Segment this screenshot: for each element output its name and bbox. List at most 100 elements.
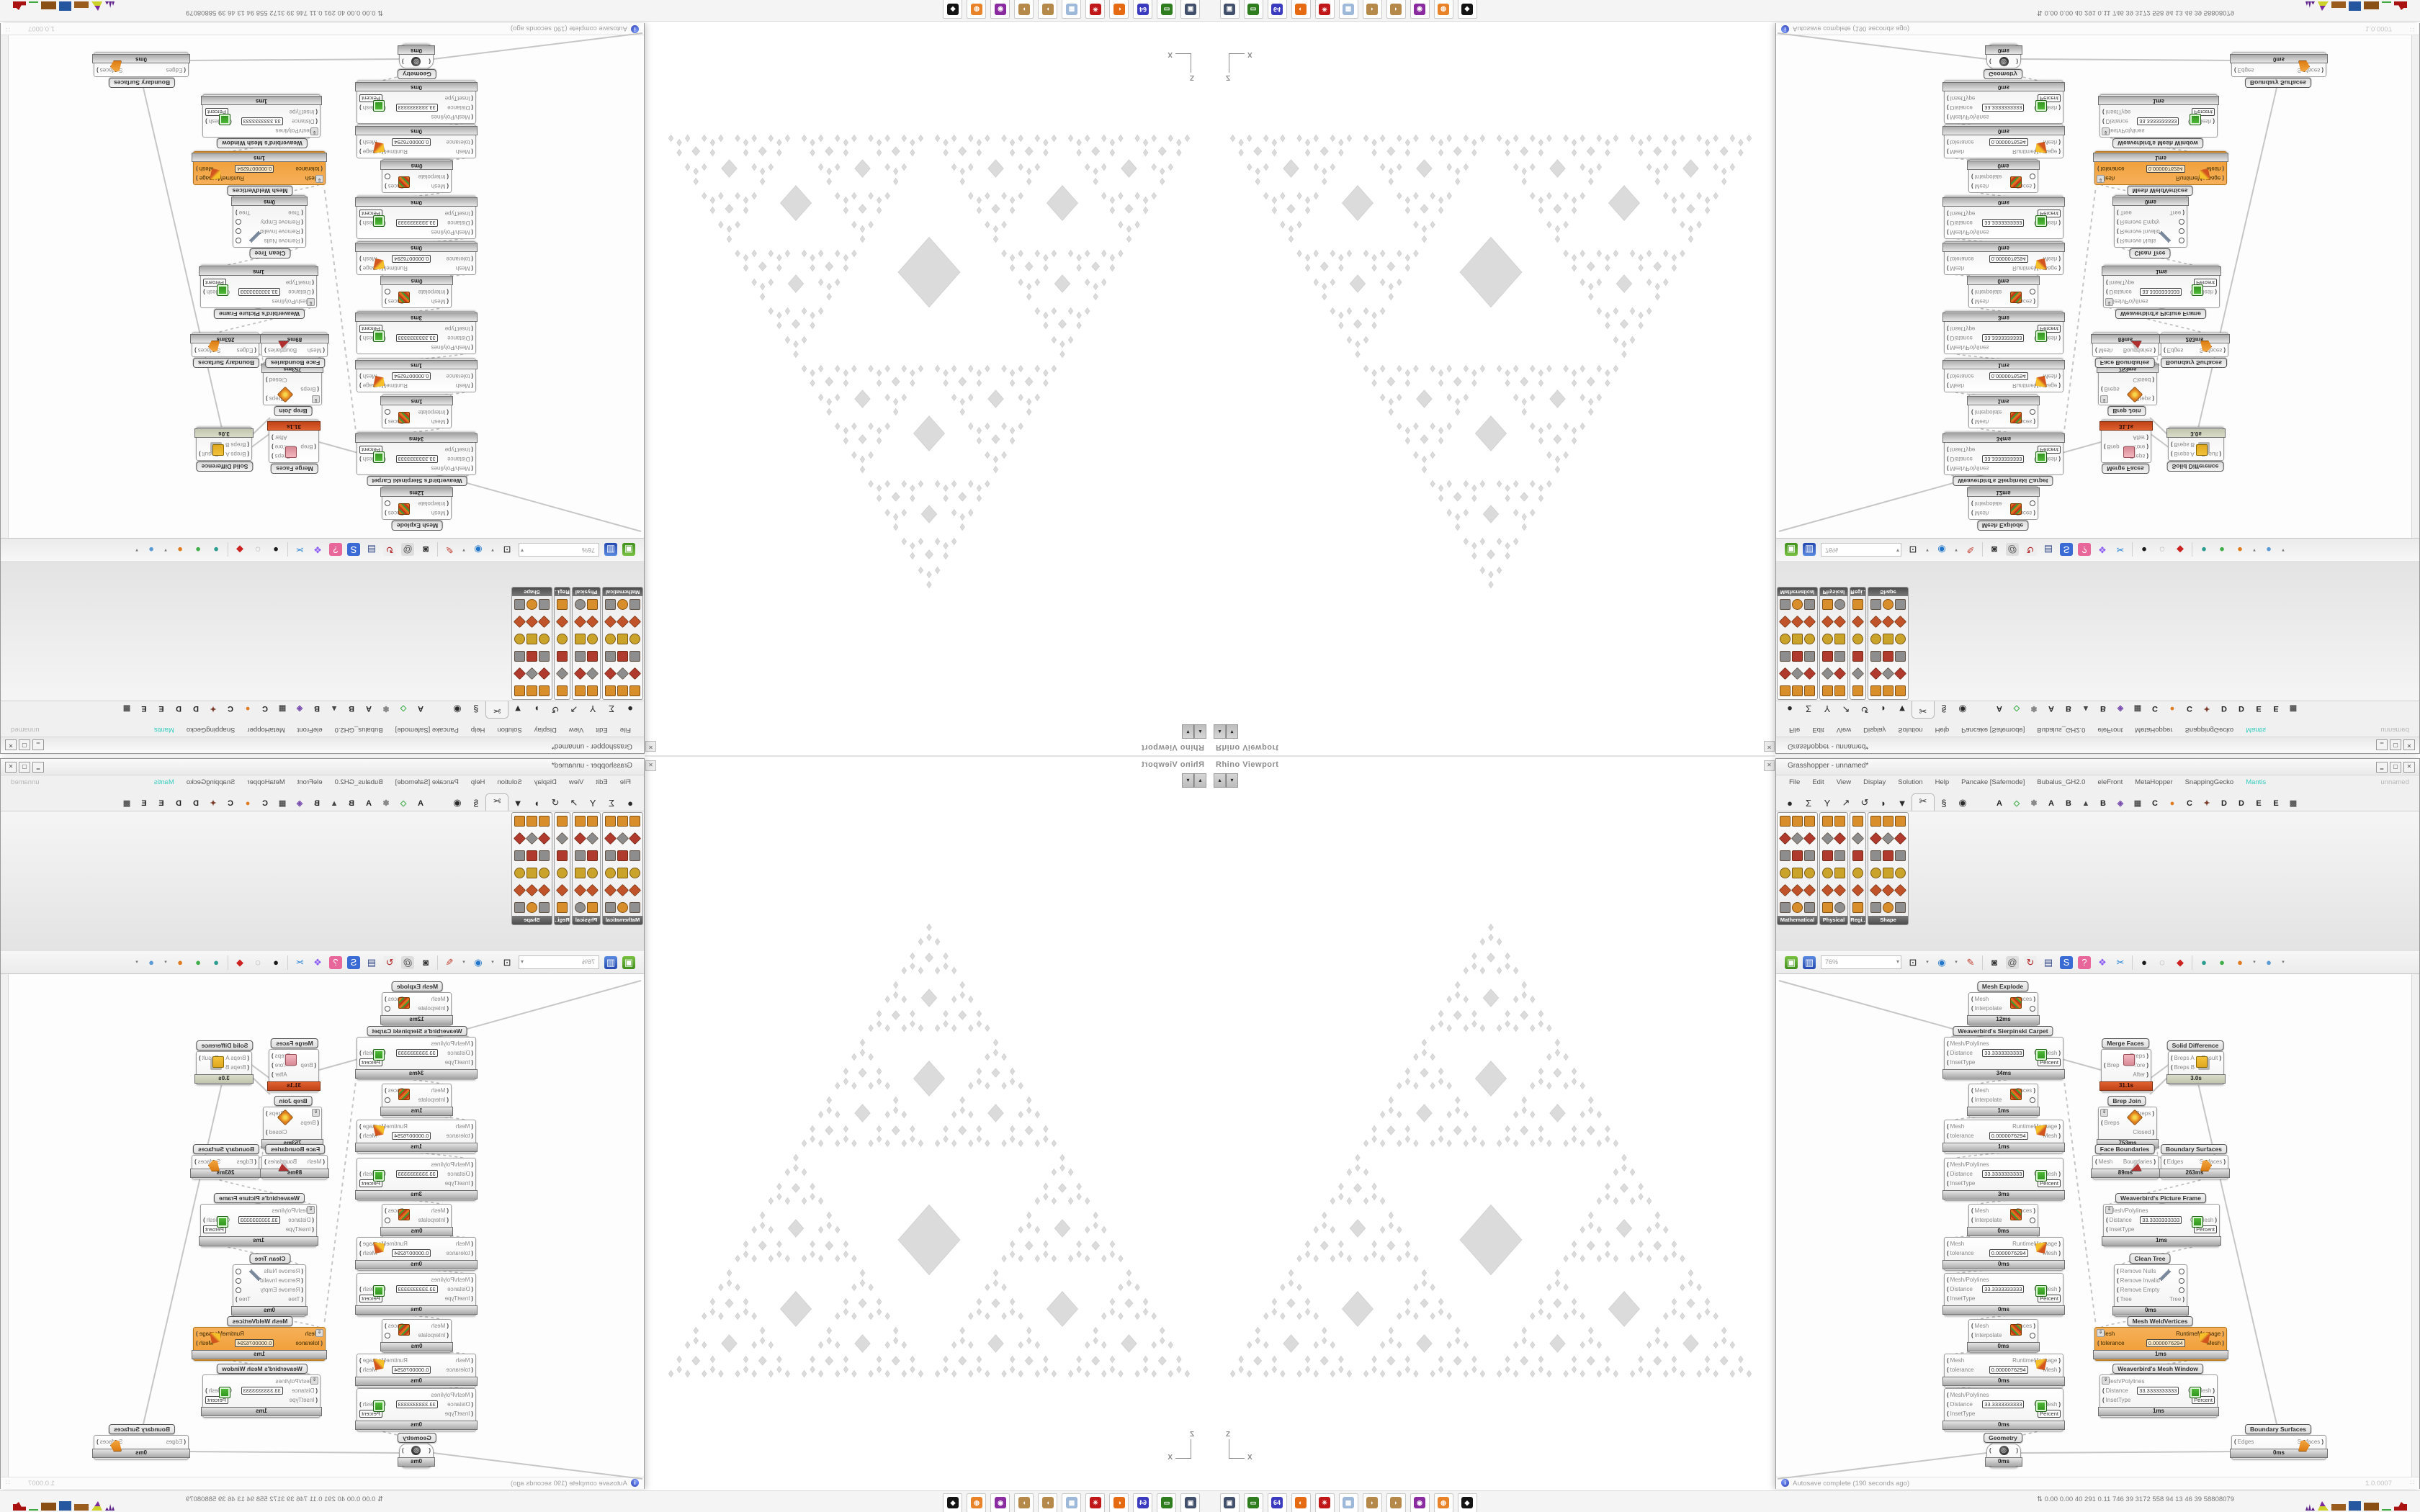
input-jack[interactable]: (	[1971, 289, 1973, 295]
toggle-circle[interactable]	[2030, 1217, 2035, 1223]
calculator-icon[interactable]: ▦	[1339, 1493, 1358, 1512]
output-jack[interactable]: )	[359, 456, 362, 462]
input-jack[interactable]: (	[2117, 228, 2119, 235]
red-gear-app-icon[interactable]: ✳	[1315, 1493, 1335, 1512]
gh-node-faceb[interactable]: (Mesh Boundaries) 89ms	[2091, 333, 2160, 357]
gh-node-explode[interactable]: (Mesh Faces) (Interpolate 12ms	[1967, 992, 2040, 1026]
input-jack[interactable]: (	[471, 229, 473, 235]
output-jack[interactable]: )	[385, 418, 387, 425]
input-jack[interactable]: (	[1947, 114, 1949, 120]
dropdown-icon[interactable]: ▾	[2253, 959, 2256, 965]
gh-node-bsurf[interactable]: (Edges Surfaces) 0ms	[2230, 53, 2328, 77]
toggle-circle[interactable]	[236, 1287, 241, 1293]
input-jack[interactable]: (	[1947, 95, 1949, 102]
component-icon[interactable]	[1883, 816, 1894, 827]
toggle-circle[interactable]	[236, 219, 241, 225]
input-jack[interactable]: (	[429, 58, 431, 65]
value-box[interactable]: 33.3333333333	[2137, 117, 2179, 125]
output-jack[interactable]: )	[2033, 510, 2035, 516]
gh-node-frame[interactable]: (Mesh/Polylines(Distance33.3333333333Out…	[1942, 1388, 2065, 1431]
input-jack[interactable]: (	[1947, 265, 1949, 271]
output-jack[interactable]: )	[196, 175, 198, 181]
input-jack[interactable]: (	[1947, 1050, 1949, 1056]
input-jack[interactable]: (	[314, 444, 316, 450]
tab-mesh[interactable]: ▼	[1897, 798, 1907, 809]
red-gem-icon[interactable]: ◆	[2177, 956, 2184, 968]
input-jack[interactable]: (	[447, 298, 449, 305]
tab-plugin[interactable]: ✦	[2203, 799, 2210, 808]
tab-plugin[interactable]: ▦	[2133, 799, 2142, 808]
rhino-viewport[interactable]: Rhino Viewport ▴ ▾ Z X	[645, 756, 1210, 1491]
output-jack[interactable]: )	[359, 335, 362, 341]
output-jack[interactable]: )	[359, 1241, 362, 1247]
rhino-viewport[interactable]: Rhino Viewport ▴ ▾ Z X	[645, 21, 1210, 756]
paint-palette-icon[interactable]: ◗	[1038, 1493, 1057, 1512]
output-jack[interactable]: )	[2321, 1439, 2323, 1445]
input-jack[interactable]: (	[317, 386, 319, 392]
toggle-circle[interactable]	[385, 1097, 390, 1103]
input-jack[interactable]: (	[1989, 1447, 1991, 1454]
output-jack[interactable]: )	[359, 220, 362, 226]
input-jack[interactable]: (	[301, 238, 303, 244]
gh-node-bsurf[interactable]: (Edges Surfaces) 263ms	[190, 1155, 261, 1179]
toggle-circle[interactable]	[385, 174, 390, 180]
input-jack[interactable]: (	[2117, 219, 2119, 225]
toggle-circle[interactable]	[385, 1217, 390, 1223]
component-icon[interactable]	[1895, 868, 1906, 878]
output-jack[interactable]: )	[236, 1296, 238, 1302]
component-icon[interactable]	[1883, 902, 1894, 913]
output-jack[interactable]: )	[194, 347, 197, 354]
input-jack[interactable]: (	[2171, 1055, 2173, 1061]
input-jack[interactable]: (	[471, 1059, 473, 1066]
output-jack[interactable]: )	[359, 382, 362, 389]
gh-node-frame[interactable]: (Mesh/Polylines(Distance33.3333333333Out…	[199, 265, 318, 308]
input-jack[interactable]: (	[1947, 382, 1949, 389]
close-button[interactable]: ✕	[2403, 762, 2415, 773]
input-jack[interactable]: (	[1971, 1207, 1973, 1214]
component-icon[interactable]	[1870, 868, 1881, 878]
input-jack[interactable]: (	[471, 446, 473, 453]
gh-node-frame[interactable]: (Mesh/Polylines(Distance33.3333333333Out…	[1942, 311, 2065, 354]
output-jack[interactable]: )	[2058, 104, 2061, 111]
paint-palette-icon[interactable]: ◗	[1363, 1493, 1382, 1512]
gh-node-frame[interactable]: (Mesh/Polylines(Distance33.3333333333Out…	[201, 94, 322, 138]
input-jack[interactable]: (	[2117, 1287, 2119, 1293]
green-console-icon[interactable]: ▭	[1157, 1493, 1176, 1512]
minimize-button[interactable]: ‗	[2376, 762, 2388, 773]
input-jack[interactable]: (	[1971, 298, 1973, 305]
input-jack[interactable]: (	[184, 67, 186, 73]
toggle-circle[interactable]	[2179, 1268, 2184, 1274]
gh-node-bjoin[interactable]: Breps)(Breps Closed) ⇓ 753ms	[2097, 362, 2159, 405]
gh-node-frame[interactable]: (Mesh/Polylines(Distance33.3333333333Out…	[355, 1158, 478, 1201]
toggle-circle[interactable]	[2030, 174, 2035, 180]
output-jack[interactable]: )	[205, 1387, 207, 1394]
component-icon[interactable]	[1852, 868, 1863, 878]
tab-plugin[interactable]: D	[2221, 799, 2227, 808]
output-jack[interactable]: )	[359, 1133, 362, 1139]
gh-node-ctree[interactable]: (Remove Nulls(Remove Invalid(Remove Empt…	[231, 195, 308, 248]
gh-node-bsurf[interactable]: (Edges Surfaces) 263ms	[190, 333, 261, 357]
output-jack[interactable]: )	[2182, 210, 2184, 216]
zoom-extents-icon[interactable]: ⊡	[1909, 956, 1917, 968]
output-jack[interactable]: )	[266, 1129, 268, 1135]
inkscape-bw-icon[interactable]: ◆	[943, 0, 962, 19]
output-jack[interactable]: )	[2215, 289, 2217, 295]
gh-node-explode[interactable]: (Mesh Faces)(Interpolate 0ms	[380, 159, 453, 193]
doc-preview-icon[interactable]: ▤	[2043, 956, 2053, 968]
output-jack[interactable]: )	[2146, 1071, 2148, 1078]
output-jack[interactable]: )	[199, 451, 201, 457]
output-jack[interactable]: )	[402, 58, 404, 65]
green-console-icon[interactable]: ▭	[1244, 1493, 1263, 1512]
output-jack[interactable]: )	[359, 104, 362, 111]
viewport-panel-button[interactable]: ▴	[1214, 773, 1226, 788]
input-jack[interactable]: (	[447, 418, 449, 425]
input-jack[interactable]: (	[1947, 1180, 1949, 1187]
toggle-circle[interactable]	[236, 1277, 241, 1284]
input-jack[interactable]: (	[315, 1397, 318, 1403]
value-box[interactable]: 33.3333333333	[395, 1400, 438, 1408]
gh-node-bjoin[interactable]: Breps)(Breps Closed) ⇓ 753ms	[2097, 1107, 2159, 1150]
output-jack[interactable]: )	[2058, 148, 2061, 155]
